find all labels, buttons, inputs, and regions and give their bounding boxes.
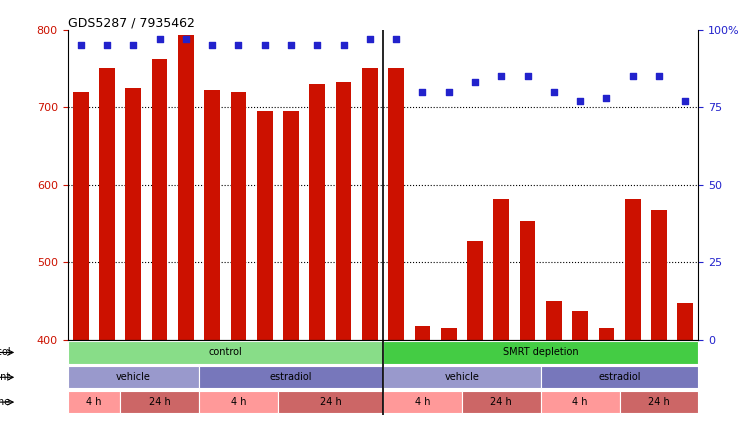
- Bar: [651, 210, 667, 340]
- Text: 4 h: 4 h: [231, 397, 246, 407]
- Text: 24 h: 24 h: [648, 397, 670, 407]
- Bar: [73, 92, 89, 340]
- Text: SMRT depletion: SMRT depletion: [503, 347, 578, 357]
- Point: [258, 42, 271, 49]
- Bar: [309, 84, 325, 340]
- Point: [548, 88, 560, 95]
- Text: time: time: [0, 397, 11, 407]
- FancyBboxPatch shape: [383, 341, 698, 364]
- Bar: [467, 242, 483, 340]
- Text: estradiol: estradiol: [599, 372, 641, 382]
- Point: [364, 36, 376, 42]
- Text: 24 h: 24 h: [149, 397, 170, 407]
- Bar: [625, 199, 641, 340]
- FancyBboxPatch shape: [541, 391, 620, 413]
- Text: 4 h: 4 h: [415, 397, 430, 407]
- Bar: [493, 199, 509, 340]
- Bar: [388, 69, 404, 340]
- Bar: [152, 59, 167, 340]
- FancyBboxPatch shape: [120, 391, 199, 413]
- Bar: [204, 90, 220, 340]
- Bar: [336, 82, 351, 340]
- Bar: [546, 301, 562, 340]
- FancyBboxPatch shape: [68, 391, 120, 413]
- Bar: [283, 111, 299, 340]
- Bar: [99, 69, 115, 340]
- Text: 4 h: 4 h: [572, 397, 588, 407]
- Text: agent: agent: [0, 372, 11, 382]
- FancyBboxPatch shape: [541, 366, 698, 388]
- FancyBboxPatch shape: [199, 391, 278, 413]
- FancyBboxPatch shape: [383, 391, 462, 413]
- Point: [575, 98, 587, 104]
- Text: vehicle: vehicle: [116, 372, 151, 382]
- Bar: [677, 303, 693, 340]
- Point: [391, 36, 403, 42]
- Bar: [125, 88, 141, 340]
- Bar: [520, 221, 535, 340]
- Point: [180, 36, 192, 42]
- Point: [601, 94, 613, 101]
- Text: 4 h: 4 h: [86, 397, 101, 407]
- Text: protocol: protocol: [0, 347, 11, 357]
- Text: 24 h: 24 h: [490, 397, 512, 407]
- Point: [521, 73, 533, 80]
- Text: GDS5287 / 7935462: GDS5287 / 7935462: [68, 16, 195, 30]
- Point: [154, 36, 166, 42]
- Bar: [178, 35, 194, 340]
- Bar: [599, 328, 614, 340]
- FancyBboxPatch shape: [199, 366, 383, 388]
- Point: [312, 42, 324, 49]
- Bar: [257, 111, 273, 340]
- Bar: [231, 92, 246, 340]
- Bar: [362, 69, 378, 340]
- Point: [75, 42, 87, 49]
- Point: [338, 42, 350, 49]
- FancyBboxPatch shape: [68, 341, 383, 364]
- Point: [469, 79, 481, 86]
- Point: [653, 73, 665, 80]
- Point: [101, 42, 113, 49]
- Text: vehicle: vehicle: [445, 372, 479, 382]
- FancyBboxPatch shape: [462, 391, 541, 413]
- Text: 24 h: 24 h: [320, 397, 341, 407]
- Point: [496, 73, 508, 80]
- Point: [128, 42, 140, 49]
- Point: [416, 88, 428, 95]
- Point: [285, 42, 297, 49]
- Point: [679, 98, 691, 104]
- FancyBboxPatch shape: [620, 391, 698, 413]
- Text: control: control: [209, 347, 242, 357]
- FancyBboxPatch shape: [383, 366, 541, 388]
- Bar: [415, 326, 430, 340]
- Point: [233, 42, 245, 49]
- Bar: [441, 328, 457, 340]
- Point: [443, 88, 455, 95]
- Text: estradiol: estradiol: [270, 372, 312, 382]
- FancyBboxPatch shape: [278, 391, 383, 413]
- FancyBboxPatch shape: [68, 366, 199, 388]
- Point: [206, 42, 219, 49]
- Point: [626, 73, 638, 80]
- Bar: [572, 311, 588, 340]
